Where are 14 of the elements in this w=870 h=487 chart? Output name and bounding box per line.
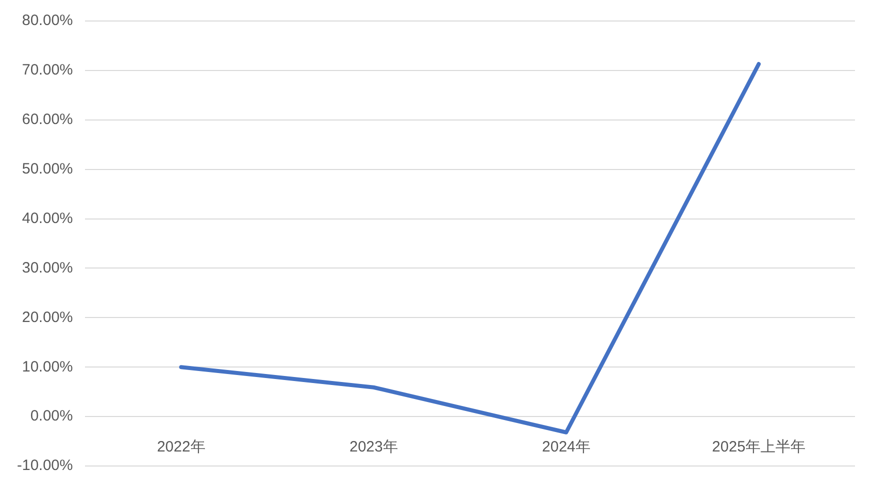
y-tick-label: 80.00%	[22, 12, 73, 30]
x-tick-label: 2025年上半年	[712, 438, 806, 456]
x-tick-label: 2023年	[349, 438, 398, 456]
y-tick-label: 70.00%	[22, 62, 73, 79]
y-tick-label: 40.00%	[22, 210, 73, 227]
y-tick-label: 10.00%	[22, 358, 73, 376]
y-tick-label: 50.00%	[22, 160, 73, 178]
y-tick-label: 0.00%	[30, 408, 73, 425]
y-tick-label: 30.00%	[22, 259, 73, 276]
y-tick-label: 20.00%	[22, 308, 73, 326]
x-tick-label: 2024年	[542, 438, 590, 456]
y-tick-label: 60.00%	[22, 111, 73, 128]
y-tick-label: -10.00%	[16, 457, 73, 474]
x-tick-label: 2022年	[156, 438, 206, 456]
